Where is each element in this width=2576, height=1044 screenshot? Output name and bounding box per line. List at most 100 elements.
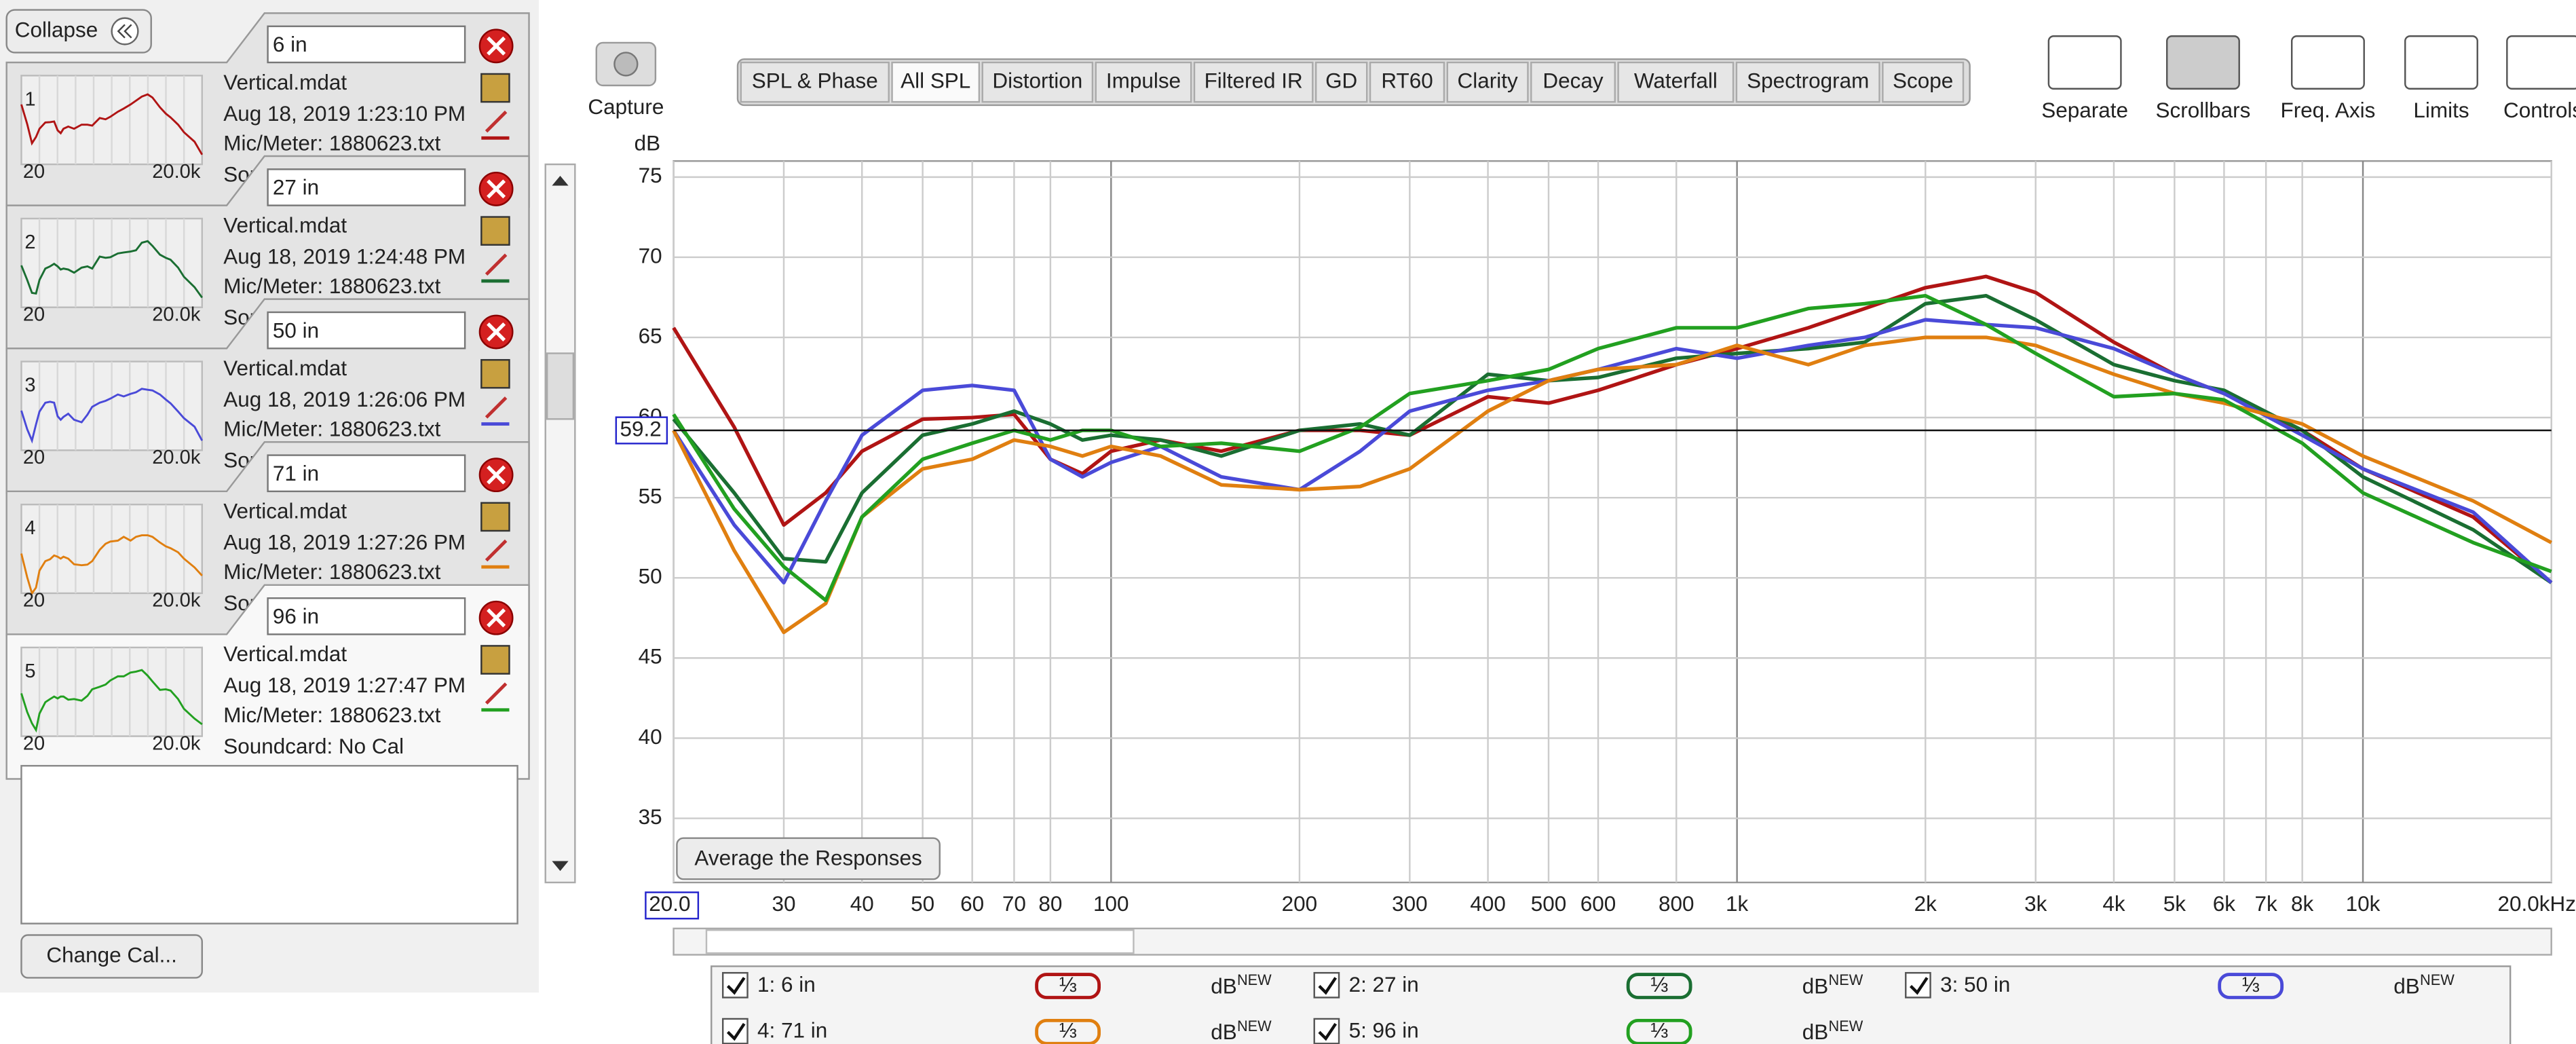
tab[interactable] (1369, 61, 1445, 103)
x-tick-label: 60 (960, 892, 984, 916)
smoothing-badge[interactable] (1035, 1018, 1101, 1044)
smoothing-badge[interactable] (1626, 973, 1692, 999)
tab-label: All SPL (901, 69, 970, 92)
smoothing-badge[interactable] (1626, 1018, 1692, 1044)
x-tick-label: 80 (1038, 892, 1062, 916)
x-tick-label: 200 (1282, 892, 1318, 916)
name-field[interactable] (267, 311, 466, 350)
legend-box (711, 965, 2512, 1044)
tool-icon[interactable] (2506, 35, 2576, 90)
scroll-thumb[interactable] (546, 352, 575, 420)
x-tick-label: 70 (1002, 892, 1026, 916)
change-cal-label: Change Cal... (46, 943, 176, 967)
x-tick-label: 400 (1470, 892, 1506, 916)
tab-label: Clarity (1458, 69, 1518, 92)
tab[interactable] (740, 61, 890, 103)
tool-icon[interactable] (2165, 35, 2240, 90)
measurement-name: 6 in (273, 33, 307, 56)
pen-icon[interactable] (485, 110, 508, 133)
smoothing-label: ⅓ (1059, 1019, 1076, 1043)
tab[interactable] (1446, 61, 1529, 103)
name-field[interactable] (267, 454, 466, 493)
x-tick-label: 6k (2213, 892, 2236, 916)
tool-icon[interactable] (2047, 35, 2122, 90)
thumb-start: 20 (23, 161, 45, 183)
tab[interactable] (1314, 61, 1368, 103)
check-mark (1909, 977, 1929, 995)
y-tick-label: 50 (639, 565, 662, 589)
x-tick-label: 100 (1093, 892, 1129, 916)
x-tick-label: 300 (1392, 892, 1428, 916)
tool-icon[interactable] (2290, 35, 2365, 90)
edit-icon[interactable] (480, 358, 510, 389)
pen-icon[interactable] (485, 539, 508, 562)
legend-name: 3: 50 in (1940, 973, 2010, 996)
file-name: Vertical.mdat (223, 71, 347, 94)
smoothing-badge[interactable] (2218, 973, 2284, 999)
thumb-index: 5 (24, 660, 35, 682)
smoothing-label: ⅓ (2242, 973, 2260, 996)
tab[interactable] (1617, 61, 1735, 103)
tab[interactable] (1095, 61, 1192, 103)
date: Aug 18, 2019 1:27:47 PM (223, 673, 466, 697)
unit-label: dB (1802, 1020, 1829, 1044)
smoothing-badge[interactable] (1035, 973, 1101, 999)
smoothing-label: ⅓ (1650, 1019, 1668, 1043)
tab[interactable] (1735, 61, 1880, 103)
date: Aug 18, 2019 1:26:06 PM (223, 388, 466, 411)
new-badge: NEW (1828, 971, 1863, 988)
name-field[interactable] (267, 168, 466, 206)
measurement-card: 96 in Vertical.mdat Aug 18, 2019 1:27:47 P… (5, 584, 530, 780)
name-field[interactable] (267, 597, 466, 635)
name-field[interactable] (267, 25, 466, 64)
capture-lens (613, 52, 639, 77)
tab[interactable] (1530, 61, 1616, 103)
thumb-start: 20 (23, 303, 45, 325)
capture-label: Capture (588, 95, 664, 119)
thumbnail-line (20, 93, 204, 155)
measurement-name: 27 in (273, 176, 319, 200)
collapse-label: Collapse (15, 18, 98, 41)
tab[interactable] (1882, 61, 1965, 103)
pen-icon[interactable] (485, 682, 508, 705)
remove-cross (487, 465, 506, 485)
legend-name: 2: 27 in (1349, 973, 1419, 996)
edit-icon[interactable] (480, 645, 510, 675)
legend: 1: 6 in ⅓ dB NEW 2: 27 in ⅓ dB NEW 3: 50 in ⅓ dB NE… (721, 971, 2455, 1044)
thumb-start: 20 (23, 590, 45, 612)
collapse-button[interactable] (5, 9, 152, 54)
x-tick-label: 20.0kHz (2498, 892, 2576, 916)
legend-checkbox[interactable] (1313, 971, 1340, 999)
remove-cross (487, 36, 506, 56)
edit-icon[interactable] (480, 73, 510, 103)
notes-box[interactable] (20, 764, 518, 925)
remove-cross (487, 179, 506, 199)
h-scroll-thumb[interactable] (705, 929, 1135, 954)
y-tick-label: 40 (639, 725, 662, 749)
pen-icon[interactable] (485, 396, 508, 419)
vertical-scrollbar[interactable] (544, 163, 576, 884)
x-tick-label: 500 (1531, 892, 1567, 916)
tab[interactable] (1193, 61, 1314, 103)
y-tick-label: 55 (639, 485, 662, 508)
tab[interactable] (891, 61, 981, 103)
smoothing-label: ⅓ (1650, 973, 1668, 996)
average-button[interactable] (676, 837, 941, 880)
remove-cross (487, 608, 506, 628)
tab-label: Waterfall (1634, 69, 1718, 92)
change-cal-button[interactable] (20, 934, 203, 979)
pen-icon[interactable] (485, 253, 508, 276)
check-mark (1318, 977, 1338, 995)
check-mark (726, 1023, 746, 1041)
edit-icon[interactable] (480, 502, 510, 532)
tab-label: Impulse (1106, 69, 1181, 92)
tools: Separate Scrollbars Freq. Axis Limits Contro… (2041, 35, 2576, 122)
tab[interactable] (981, 61, 1094, 103)
thumb-index: 4 (24, 517, 35, 539)
edit-icon[interactable] (480, 216, 510, 246)
collapse-chevrons (117, 24, 132, 39)
tool-icon[interactable] (2404, 35, 2478, 90)
y-tick-label: 35 (639, 805, 662, 829)
unit-label: dB (2393, 974, 2420, 998)
